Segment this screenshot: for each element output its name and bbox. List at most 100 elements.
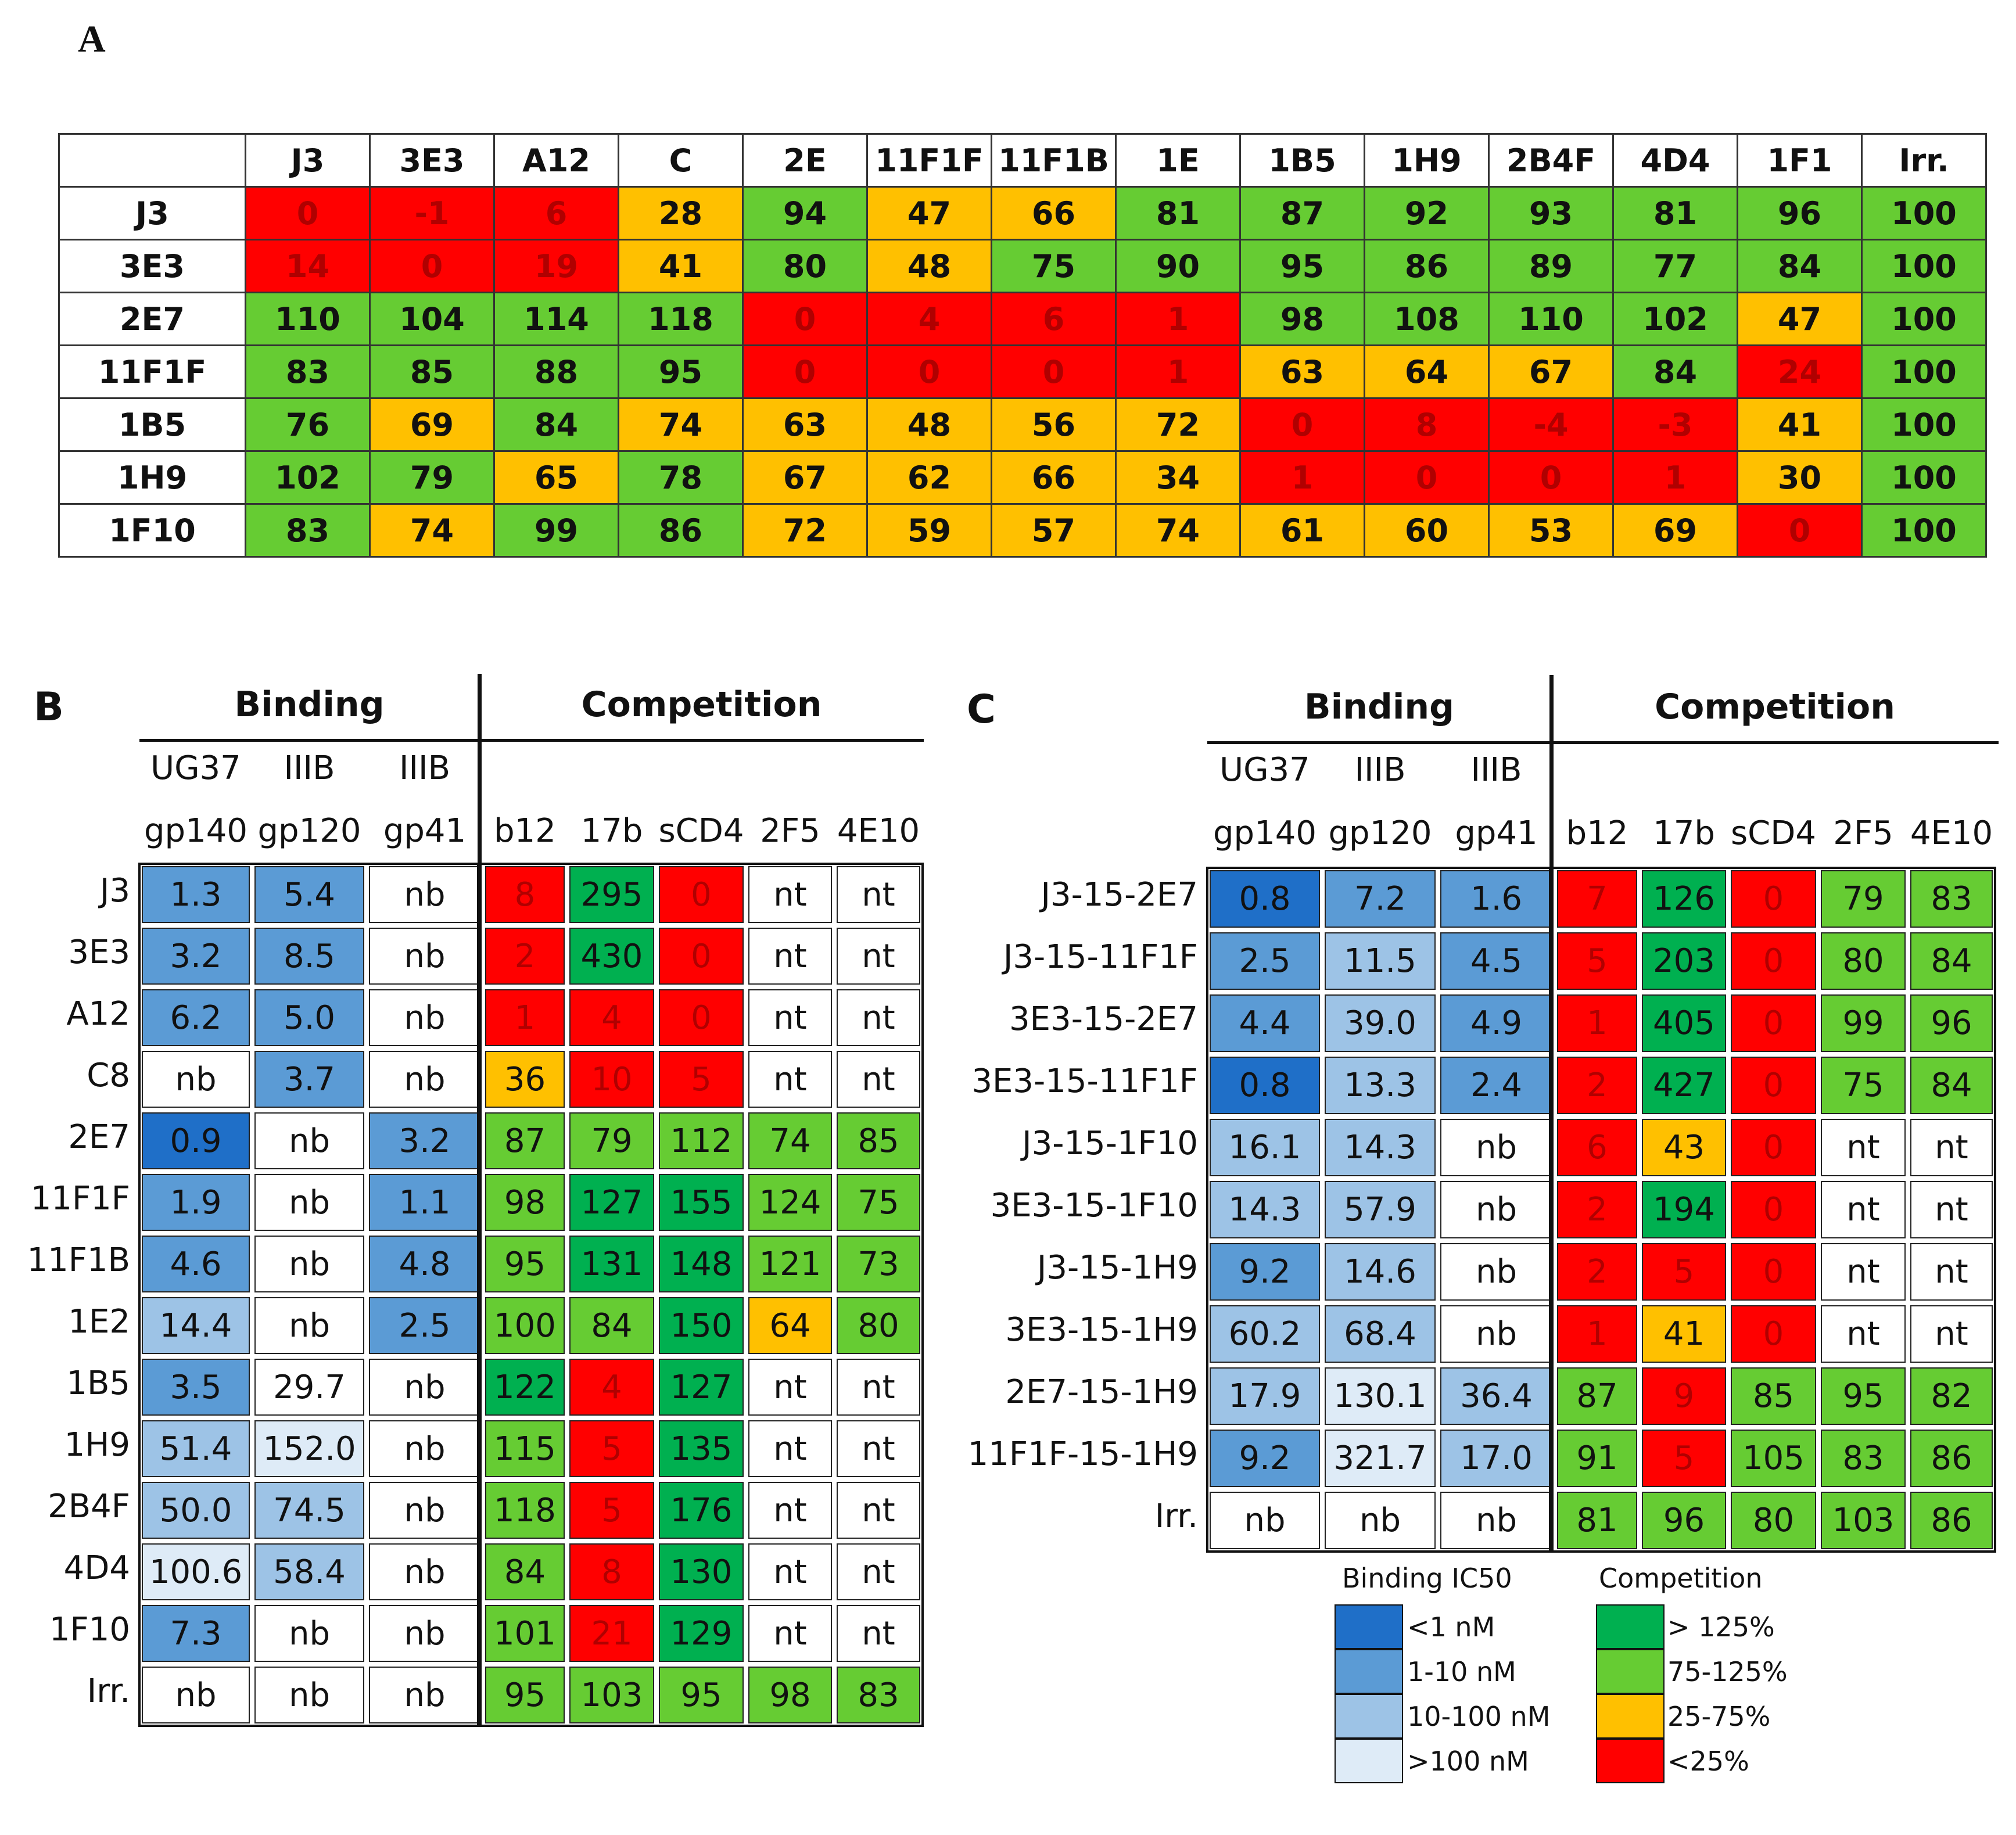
panel_b-cell: 135 bbox=[659, 1420, 744, 1477]
panel_b-cell: 1.9 bbox=[142, 1174, 250, 1231]
panel_b-cell: nt bbox=[837, 1359, 920, 1416]
panel_b-cell: 51.4 bbox=[142, 1420, 250, 1477]
legend-competition-swatch bbox=[1596, 1604, 1665, 1649]
panel-a-competition-table: J3 3E3 A12 C 2E 11F1F 11F1B 1E 1B5 1H9 2B4F 4D4 1F1 I… bbox=[58, 133, 1987, 558]
panel_b-cell: 1.3 bbox=[142, 866, 250, 923]
panel-a-cell: 84 bbox=[1612, 344, 1738, 399]
panel_b-cell: 1 bbox=[485, 989, 565, 1046]
panel-a-cell: 53 bbox=[1488, 503, 1614, 558]
panel_c-cell: 0 bbox=[1731, 870, 1816, 928]
panel_c-column-header: 4E10 bbox=[1910, 814, 1993, 852]
panel-a-cell: 87 bbox=[1239, 186, 1365, 240]
panel_b-column-header: gp140 bbox=[144, 812, 247, 850]
panel_b-column-header: gp41 bbox=[383, 812, 467, 850]
panel_b-row-label: C8 bbox=[87, 1057, 130, 1094]
panel_b-column-source: IIIB bbox=[284, 749, 335, 787]
panel_c-cell: 80 bbox=[1731, 1492, 1816, 1549]
panel_c-cell: nb bbox=[1325, 1492, 1436, 1549]
panel_c-cell: 2 bbox=[1557, 1243, 1637, 1301]
panel_c-cell: 194 bbox=[1642, 1181, 1726, 1238]
panel_b-cell: 130 bbox=[659, 1543, 744, 1600]
panel_b-cell: 84 bbox=[485, 1543, 565, 1600]
panel_b-competition-underline bbox=[479, 739, 924, 742]
panel-a-cell: 0 bbox=[369, 239, 495, 293]
panel_c-cell: nb bbox=[1440, 1305, 1552, 1363]
panel-a-cell: 102 bbox=[1612, 292, 1738, 346]
panel_c-row-label: J3-15-1H9 bbox=[1036, 1249, 1198, 1287]
panel-a-corner-cell bbox=[58, 133, 246, 188]
panel-a-cell: 100 bbox=[1861, 344, 1987, 399]
panel_c-cell: 6 bbox=[1557, 1119, 1637, 1176]
panel-a-cell: 74 bbox=[369, 503, 495, 558]
panel-a-column-header: 11F1F bbox=[866, 133, 992, 188]
panel_c-cell: nb bbox=[1210, 1492, 1320, 1549]
panel_b-cell: nb bbox=[142, 1051, 250, 1108]
panel_b-cell: nb bbox=[369, 866, 480, 923]
panel_c-column-source: IIIB bbox=[1354, 751, 1406, 789]
panel_b-cell: 155 bbox=[659, 1174, 744, 1231]
panel_b-cell: 73 bbox=[837, 1236, 920, 1292]
panel_c-cell: 105 bbox=[1731, 1430, 1816, 1487]
panel-a-cell: 104 bbox=[369, 292, 495, 346]
panel_b-cell: 50.0 bbox=[142, 1482, 250, 1539]
panel_b-cell: 3.2 bbox=[369, 1112, 480, 1169]
legend-competition-label: 75-125% bbox=[1667, 1656, 1788, 1687]
panel_b-cell: nb bbox=[369, 1482, 480, 1539]
panel-a-cell: 76 bbox=[245, 397, 371, 452]
panel_c-cell: 2 bbox=[1557, 1057, 1637, 1114]
panel_b-cell: 3.5 bbox=[142, 1359, 250, 1416]
panel_b-cell: nb bbox=[254, 1236, 364, 1292]
panel_b-cell: 150 bbox=[659, 1297, 744, 1354]
panel_b-row-label: 1E2 bbox=[68, 1303, 130, 1341]
panel_b-cell: nt bbox=[748, 989, 832, 1046]
panel_c-cell: 16.1 bbox=[1210, 1119, 1320, 1176]
panel-a-cell: 81 bbox=[1612, 186, 1738, 240]
panel_c-cell: nt bbox=[1821, 1243, 1906, 1301]
panel_c-cell: nt bbox=[1821, 1119, 1906, 1176]
panel_b-cell: nt bbox=[837, 1051, 920, 1108]
panel-a-cell: 67 bbox=[742, 450, 868, 505]
panel-a-cell: -3 bbox=[1612, 397, 1738, 452]
panel_c-cell: nb bbox=[1440, 1119, 1552, 1176]
panel_c-cell: 14.3 bbox=[1325, 1119, 1436, 1176]
panel-a-body: J3 0 -1 6 28 94 47 66 81 87 92 93 81 96 100 3E3 14 0 19 41 8… bbox=[58, 186, 1987, 558]
panel_c-cell: 86 bbox=[1910, 1430, 1993, 1487]
panel_b-cell: 3.2 bbox=[142, 928, 250, 985]
panel-a-cell: 80 bbox=[742, 239, 868, 293]
panel-c-label: C bbox=[967, 687, 996, 732]
panel_b-cell: nt bbox=[748, 866, 832, 923]
panel_b-cell: 64 bbox=[748, 1297, 832, 1354]
panel_b-cell: nb bbox=[254, 1667, 364, 1723]
panel-a-cell: 118 bbox=[618, 292, 744, 346]
panel_b-cell: nb bbox=[142, 1667, 250, 1723]
panel_c-row-label: J3-15-1F10 bbox=[1022, 1125, 1198, 1162]
panel_c-column-header: sCD4 bbox=[1730, 814, 1817, 852]
panel_b-row-label: A12 bbox=[66, 995, 130, 1033]
panel-a-cell: 99 bbox=[493, 503, 619, 558]
panel-a-cell: -4 bbox=[1488, 397, 1614, 452]
panel_c-competition-title: Competition bbox=[1655, 687, 1895, 727]
panel-a-row-label: 2E7 bbox=[58, 292, 246, 346]
panel_b-cell: 127 bbox=[659, 1359, 744, 1416]
panel-a-cell: 84 bbox=[1737, 239, 1863, 293]
panel_b-column-header: 2F5 bbox=[760, 812, 820, 850]
panel-a-cell: 72 bbox=[742, 503, 868, 558]
legend-binding-swatch bbox=[1335, 1649, 1403, 1694]
panel_c-cell: 103 bbox=[1821, 1492, 1906, 1549]
panel_c-cell: 0 bbox=[1731, 1057, 1816, 1114]
panel-a-column-header: 2B4F bbox=[1488, 133, 1614, 188]
panel_b-cell: 4.8 bbox=[369, 1236, 480, 1292]
panel-a-cell: 89 bbox=[1488, 239, 1614, 293]
legend-binding-label: 10-100 nM bbox=[1407, 1701, 1551, 1732]
panel-a-cell: 6 bbox=[493, 186, 619, 240]
panel-a-row: 1B5 76 69 84 74 63 48 56 72 0 8 -4 -3 41 100 bbox=[58, 397, 1987, 452]
panel_b-cell: 8 bbox=[485, 866, 565, 923]
panel_c-cell: 0 bbox=[1731, 932, 1816, 990]
panel-a-cell: 96 bbox=[1737, 186, 1863, 240]
panel_c-column-header: 2F5 bbox=[1833, 814, 1893, 852]
panel-a-cell: 66 bbox=[991, 186, 1117, 240]
panel_b-cell: 95 bbox=[485, 1236, 565, 1292]
panel-a-cell: 0 bbox=[1239, 397, 1365, 452]
panel-a-cell: 74 bbox=[618, 397, 744, 452]
panel_c-cell: 13.3 bbox=[1325, 1057, 1436, 1114]
